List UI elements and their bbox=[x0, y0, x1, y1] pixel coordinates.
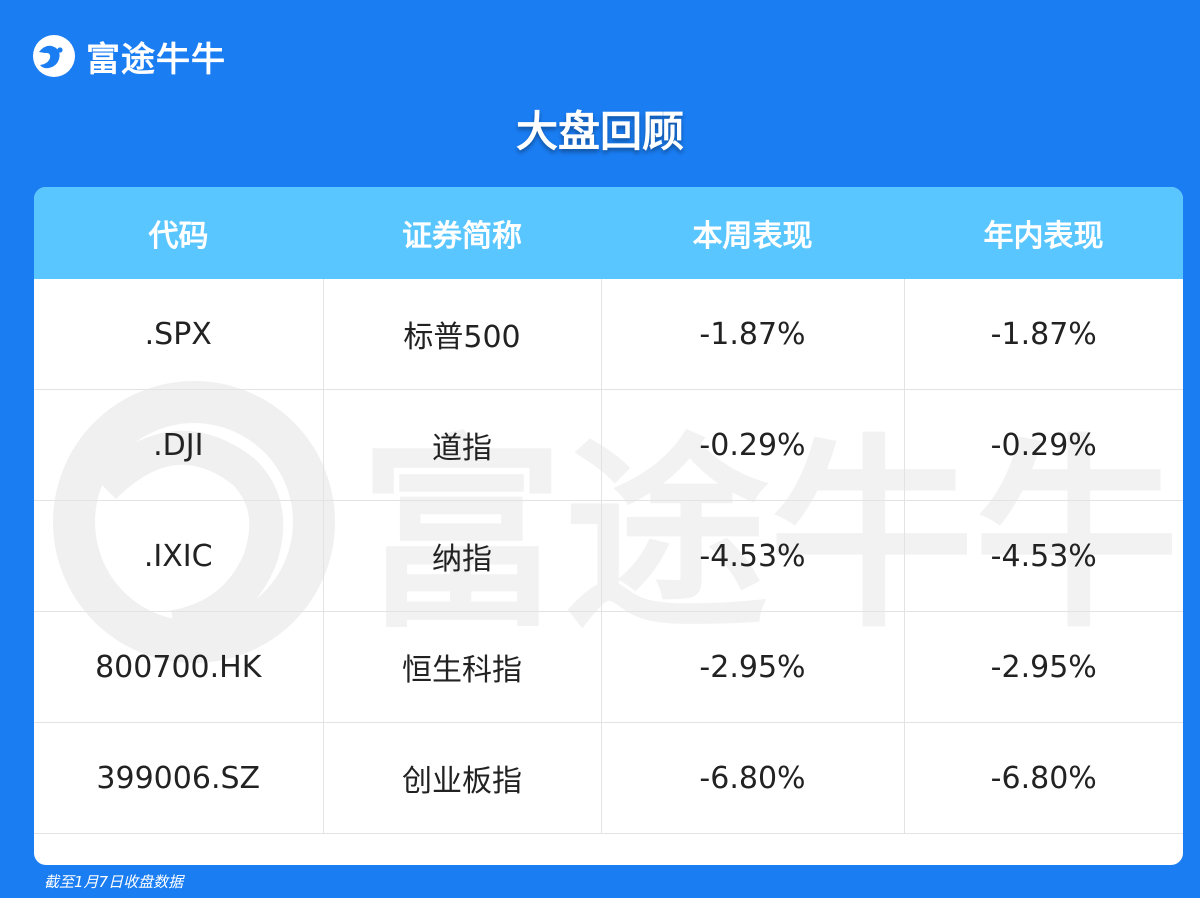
table-header-row: 代码 证券简称 本周表现 年内表现 bbox=[34, 187, 1183, 279]
cell-weekly: -0.29% bbox=[601, 389, 905, 501]
header-name: 证券简称 bbox=[323, 187, 601, 279]
table-row: .DJI 道指 -0.29% -0.29% bbox=[34, 389, 1183, 501]
market-table: 代码 证券简称 本周表现 年内表现 .SPX 标普500 -1.87% -1.8… bbox=[34, 187, 1183, 834]
table-row: .IXIC 纳指 -4.53% -4.53% bbox=[34, 500, 1183, 612]
futu-bull-logo-icon bbox=[33, 35, 75, 77]
cell-ytd: -6.80% bbox=[904, 722, 1183, 834]
brand-logo: 富途牛牛 bbox=[30, 30, 226, 82]
cell-ytd: -1.87% bbox=[904, 279, 1183, 390]
brand-name: 富途牛牛 bbox=[86, 39, 226, 80]
cell-name: 恒生科指 bbox=[323, 611, 602, 723]
header-code: 代码 bbox=[34, 187, 323, 279]
cell-weekly: -4.53% bbox=[601, 500, 905, 612]
data-footnote: 截至1月7日收盘数据 bbox=[44, 873, 184, 891]
cell-code: 399006.SZ bbox=[34, 722, 324, 834]
cell-ytd: -0.29% bbox=[904, 389, 1183, 501]
cell-code: .DJI bbox=[34, 389, 324, 501]
header-ytd: 年内表现 bbox=[904, 187, 1183, 279]
cell-ytd: -2.95% bbox=[904, 611, 1183, 723]
cell-name: 创业板指 bbox=[323, 722, 602, 834]
cell-weekly: -2.95% bbox=[601, 611, 905, 723]
cell-weekly: -6.80% bbox=[601, 722, 905, 834]
cell-code: .SPX bbox=[34, 279, 324, 390]
market-review-card: 富途牛牛 代码 证券简称 本周表现 年内表现 .SPX 标普500 -1.87%… bbox=[34, 187, 1183, 865]
cell-weekly: -1.87% bbox=[601, 279, 905, 390]
page-title: 大盘回顾 bbox=[515, 107, 684, 156]
cell-code: .IXIC bbox=[34, 500, 324, 612]
cell-name: 道指 bbox=[323, 389, 602, 501]
table-row: .SPX 标普500 -1.87% -1.87% bbox=[34, 279, 1183, 390]
header-weekly: 本周表现 bbox=[601, 187, 904, 279]
cell-name: 标普500 bbox=[323, 279, 602, 390]
cell-ytd: -4.53% bbox=[904, 500, 1183, 612]
table-row: 800700.HK 恒生科指 -2.95% -2.95% bbox=[34, 611, 1183, 723]
cell-name: 纳指 bbox=[323, 500, 602, 612]
table-row: 399006.SZ 创业板指 -6.80% -6.80% bbox=[34, 722, 1183, 834]
cell-code: 800700.HK bbox=[34, 611, 324, 723]
